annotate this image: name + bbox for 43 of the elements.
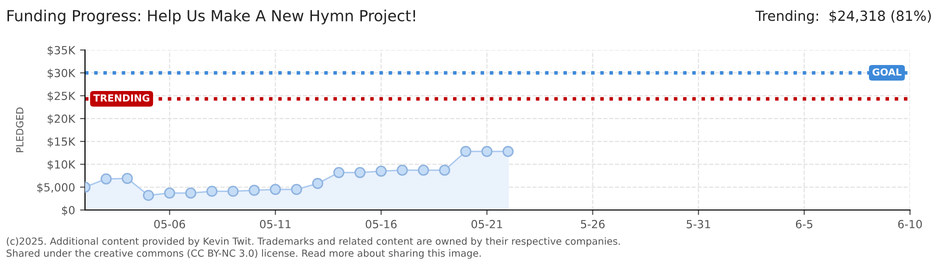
point	[142, 190, 154, 201]
point	[312, 178, 324, 190]
x-tick-label: 05-16	[366, 220, 397, 228]
point	[418, 164, 430, 176]
point	[206, 186, 218, 197]
point	[164, 188, 176, 199]
y-tick-label: $35K	[48, 46, 76, 56]
x-tick-label: 6-10	[898, 220, 922, 228]
point	[354, 166, 366, 178]
text: Trending: $24,318 (81%)	[755, 10, 931, 24]
x-tick-label: 05-11	[260, 220, 290, 228]
text: (c)2025. Additional content provided by Kevin Twit. Trademarks and related content are owned by their respective companies.	[6, 237, 620, 247]
y-axis-title: PLEDGED	[16, 108, 24, 152]
point	[122, 172, 133, 184]
point	[439, 164, 450, 176]
ref-line-label: TRENDING	[93, 94, 150, 102]
y-tick-label: $30K	[48, 68, 76, 79]
x-tick-label: 5-26	[580, 220, 605, 228]
point	[481, 146, 492, 158]
point	[376, 166, 387, 177]
x-tick-label: 05-06	[154, 220, 186, 228]
point	[333, 166, 344, 178]
y-tick-label: $15K	[48, 137, 76, 148]
point	[100, 173, 112, 184]
ref-line-label: GOAL	[872, 68, 902, 76]
point	[270, 184, 281, 195]
y-tick-label: $0	[62, 206, 75, 216]
point	[396, 164, 408, 176]
y-tick-label: $20K	[48, 114, 76, 124]
text: Shared under the creative commons (CC BY-NC 3.0) license. Read more about sharing this image.	[6, 249, 481, 259]
y-tick-label: $10K	[48, 160, 76, 170]
point	[248, 184, 260, 196]
point	[185, 188, 196, 199]
point	[502, 146, 514, 158]
point	[290, 184, 302, 195]
y-tick-label: $25K	[48, 91, 76, 102]
x-tick-label: 05-21	[472, 220, 502, 228]
point	[460, 146, 472, 158]
point	[228, 186, 239, 197]
x-tick-label: 6-5	[796, 220, 812, 228]
x-tick-label: 5-31	[686, 220, 710, 228]
chart-title: Funding Progress: Help Us Make A New Hymn Project!	[8, 10, 415, 24]
y-tick-label: $5,000	[37, 182, 75, 193]
